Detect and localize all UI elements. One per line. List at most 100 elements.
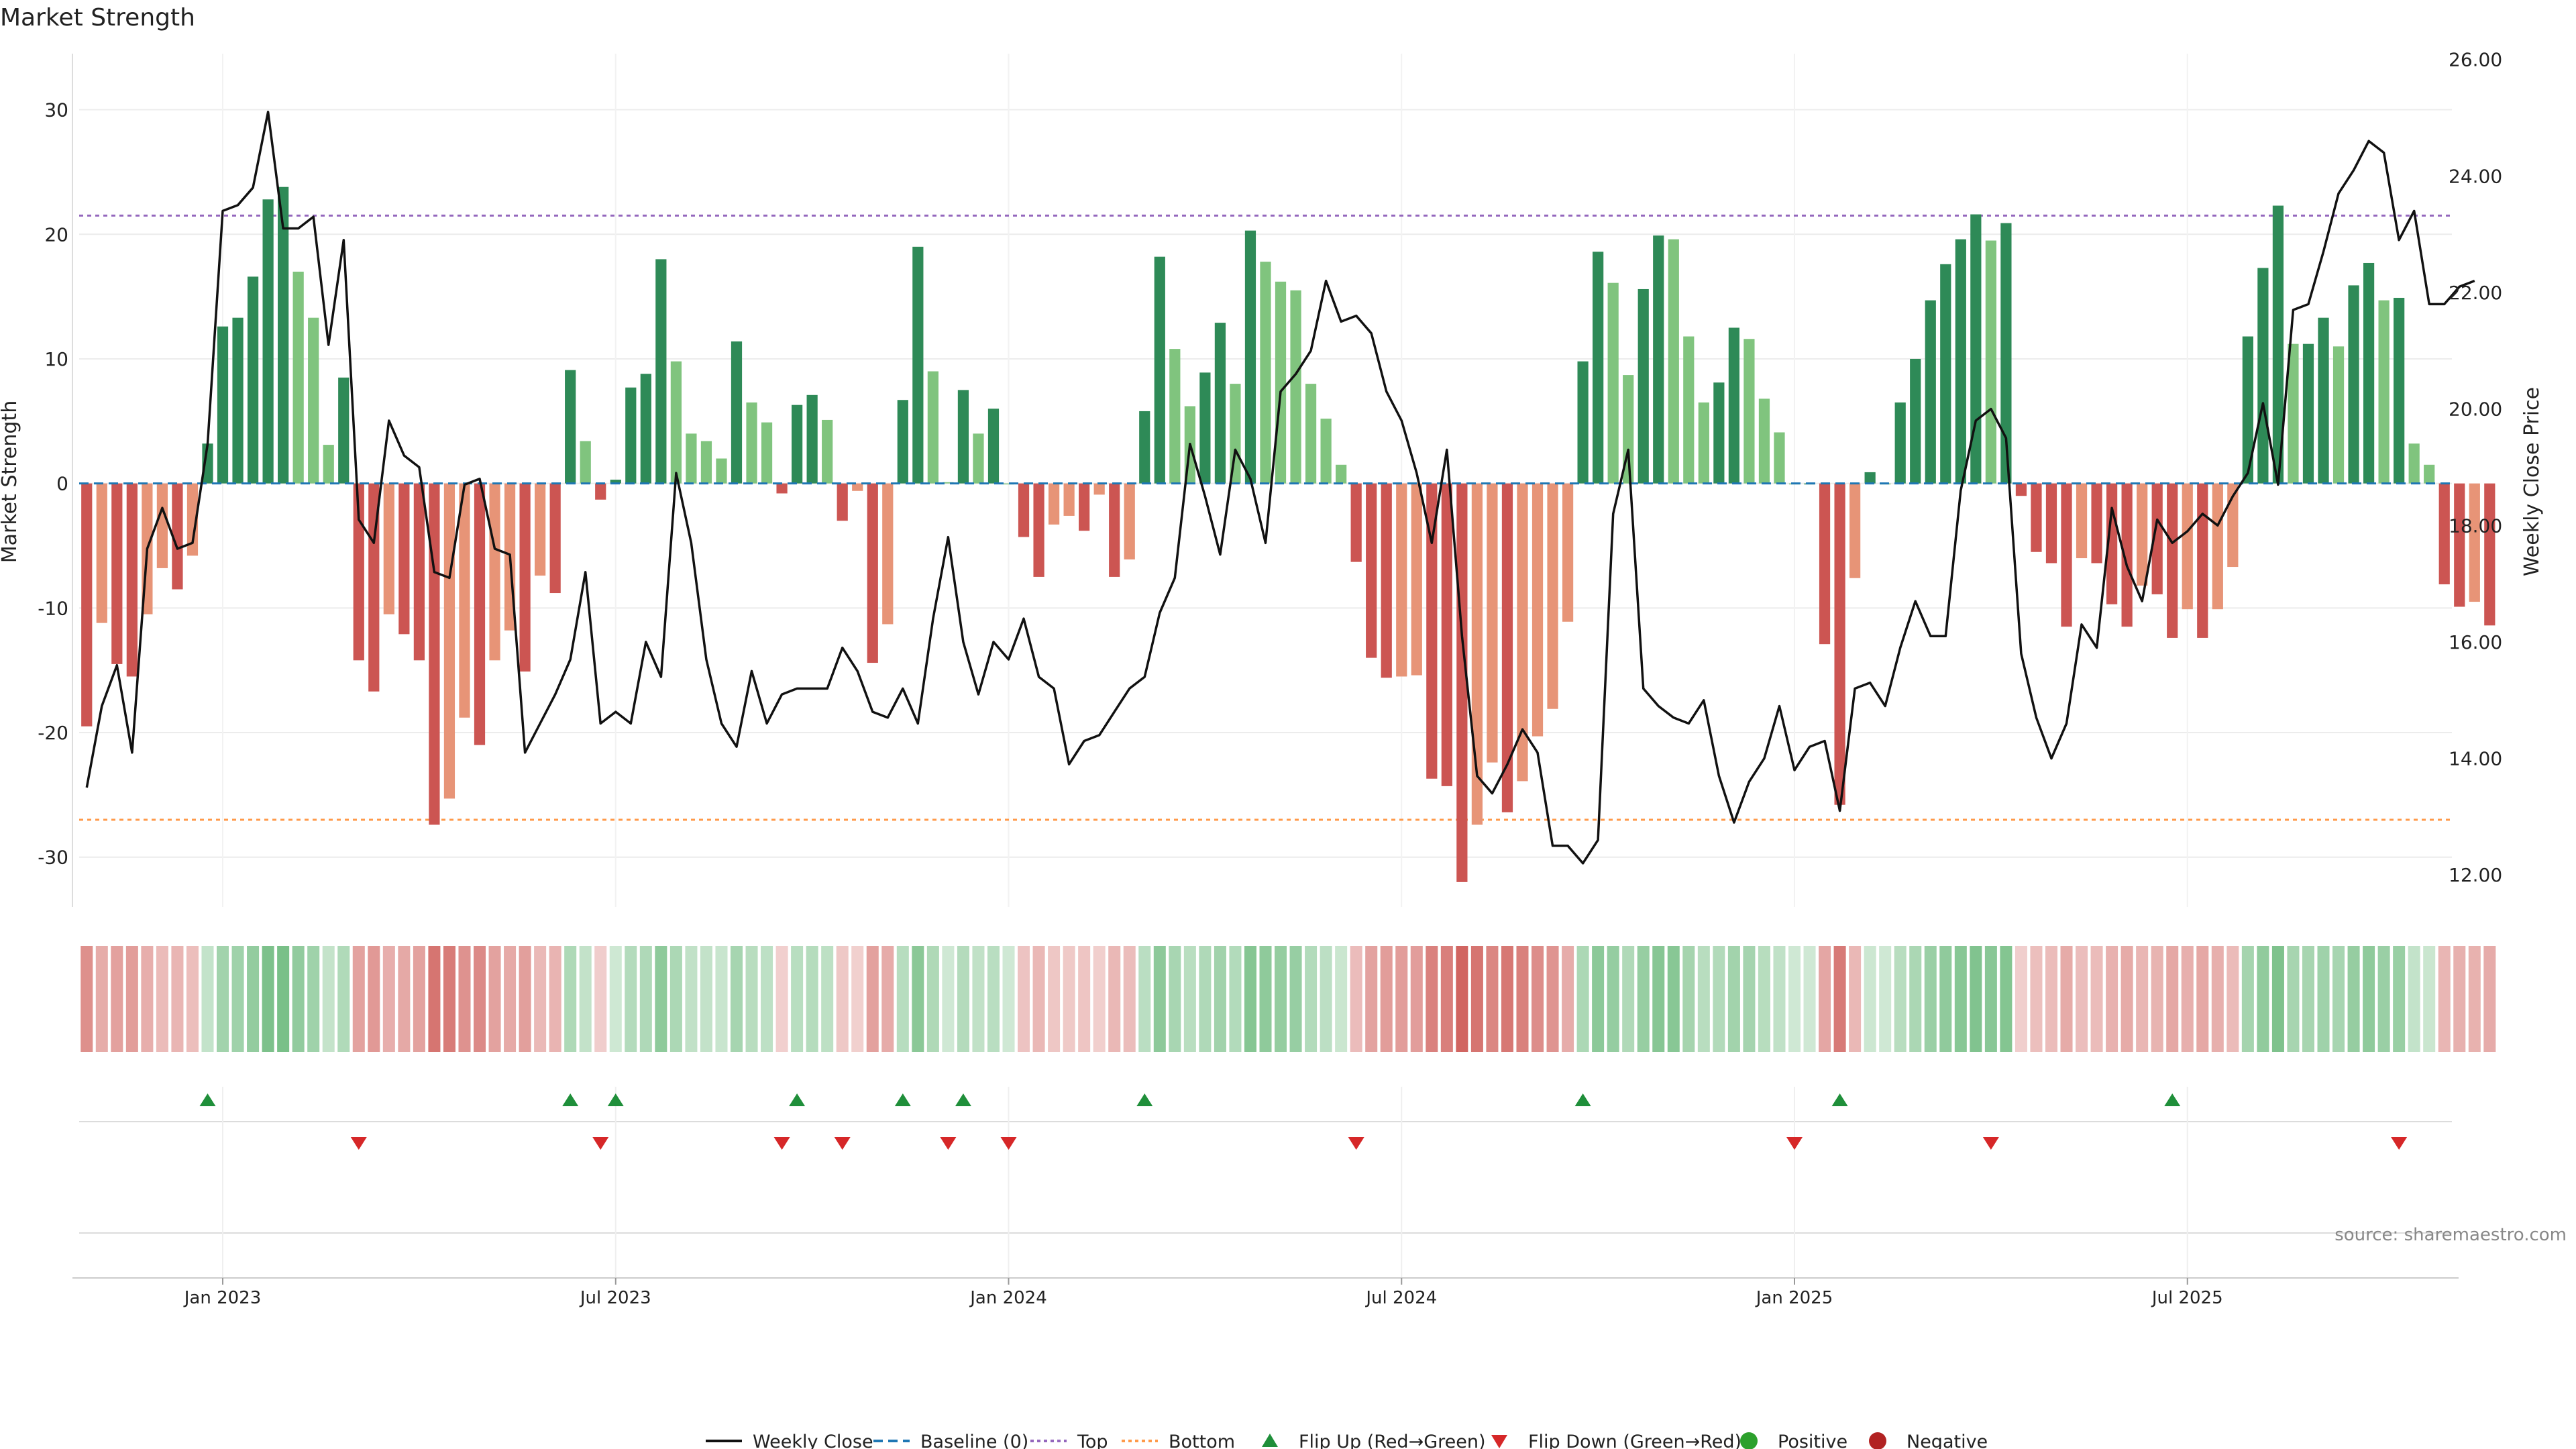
- strength-bar: [323, 445, 334, 484]
- heat-cell: [609, 946, 622, 1052]
- strength-bar: [852, 483, 863, 491]
- y-left-tick-label: 20: [44, 223, 68, 246]
- flip-down-marker: [940, 1137, 957, 1150]
- heat-cell: [1607, 946, 1619, 1052]
- heat-cell: [1592, 946, 1605, 1052]
- heat-cell: [1440, 946, 1453, 1052]
- heat-cell: [2226, 946, 2239, 1052]
- price-line-group: [85, 111, 2475, 865]
- heat-cell: [1153, 946, 1166, 1052]
- strength-bar: [172, 483, 183, 590]
- heat-cell: [1803, 946, 1816, 1052]
- strength-bar: [186, 483, 199, 556]
- strength-bar: [1260, 262, 1271, 484]
- strength-bar: [2061, 483, 2072, 627]
- heat-cell: [2090, 946, 2103, 1052]
- strength-bar: [686, 433, 697, 484]
- strength-bar: [2257, 268, 2269, 484]
- strength-bar: [1925, 300, 1936, 484]
- strength-bar: [1199, 372, 1211, 484]
- strength-bar: [973, 433, 984, 484]
- heat-cell: [1199, 946, 1212, 1052]
- heat-cell: [639, 946, 652, 1052]
- strength-bar: [126, 483, 138, 677]
- heat-cell: [1214, 946, 1226, 1052]
- heat-cell: [836, 946, 849, 1052]
- strength-bar: [278, 186, 289, 484]
- strength-bar: [927, 371, 938, 484]
- heat-cell: [1924, 946, 1937, 1052]
- heat-cell: [1456, 946, 1468, 1052]
- heat-cell: [669, 946, 682, 1052]
- strength-bar: [398, 483, 410, 635]
- strength-bar: [806, 394, 818, 484]
- strength-bar: [957, 390, 969, 484]
- strength-bar: [2031, 483, 2042, 552]
- strength-bar: [2242, 336, 2253, 484]
- heat-cell: [2287, 946, 2300, 1052]
- legend-label: Weekly Close: [753, 1432, 873, 1449]
- heat-cell: [1275, 946, 1287, 1052]
- strength-bar: [262, 199, 274, 484]
- heat-cell: [519, 946, 531, 1052]
- heat-cell: [1909, 946, 1922, 1052]
- heat-cell: [111, 946, 123, 1052]
- strength-bar: [156, 483, 168, 568]
- heat-cell: [2015, 946, 2027, 1052]
- heat-cell: [1819, 946, 1831, 1052]
- y-right-tick-label: 24.00: [2449, 165, 2502, 187]
- threshold-lines: [79, 214, 2452, 821]
- strength-bar: [1562, 483, 1574, 622]
- heat-cell: [866, 946, 879, 1052]
- heat-cell: [1169, 946, 1181, 1052]
- heat-cell: [564, 946, 577, 1052]
- strength-bar: [1955, 239, 1966, 484]
- heat-cell: [851, 946, 864, 1052]
- heat-cell: [382, 946, 395, 1052]
- legend-label: Flip Up (Red→Green): [1299, 1432, 1486, 1449]
- flip-up-marker: [562, 1093, 579, 1106]
- heat-cell: [262, 946, 274, 1052]
- strength-bar: [1547, 483, 1558, 709]
- heat-cell: [2271, 946, 2284, 1052]
- strength-bar: [383, 483, 394, 614]
- flip-up-marker: [894, 1093, 911, 1106]
- heat-cell: [2166, 946, 2179, 1052]
- strength-bar: [1426, 483, 1438, 779]
- strength-bar: [1849, 483, 1861, 578]
- heat-cell: [1773, 946, 1786, 1052]
- strength-bar: [595, 483, 606, 500]
- strength-bar: [292, 271, 304, 484]
- heat-cell: [775, 946, 788, 1052]
- heat-cell: [201, 946, 214, 1052]
- strength-bar: [1940, 264, 1951, 484]
- y-axis-right-label: Weekly Close Price: [2520, 387, 2544, 576]
- strength-bar: [867, 483, 878, 663]
- heat-cell: [488, 946, 501, 1052]
- flip-down-marker: [834, 1137, 851, 1150]
- heat-cell: [1259, 946, 1272, 1052]
- strength-bar: [2137, 483, 2148, 586]
- heat-cell: [685, 946, 698, 1052]
- flip-up-marker: [789, 1093, 806, 1106]
- strength-bar: [2227, 483, 2239, 568]
- strength-bar: [2348, 285, 2359, 484]
- strength-bar: [1683, 336, 1695, 484]
- heat-cell: [1365, 946, 1378, 1052]
- heat-cell: [231, 946, 244, 1052]
- heat-cell: [942, 946, 955, 1052]
- strength-bar: [1305, 384, 1317, 484]
- heat-cell: [1894, 946, 1907, 1052]
- heat-cell: [1410, 946, 1423, 1052]
- heat-cell: [1984, 946, 1997, 1052]
- heat-cell: [2106, 946, 2118, 1052]
- heat-cell: [987, 946, 1000, 1052]
- strength-bar: [1244, 230, 1256, 484]
- heat-cell: [428, 946, 441, 1052]
- strength-bar: [746, 402, 757, 484]
- strength-heat-strip: [80, 946, 2496, 1052]
- flip-up-marker: [1574, 1093, 1591, 1106]
- strength-bar: [655, 259, 667, 484]
- weekly-close-line: [85, 111, 2475, 865]
- strength-bar: [1003, 483, 1014, 485]
